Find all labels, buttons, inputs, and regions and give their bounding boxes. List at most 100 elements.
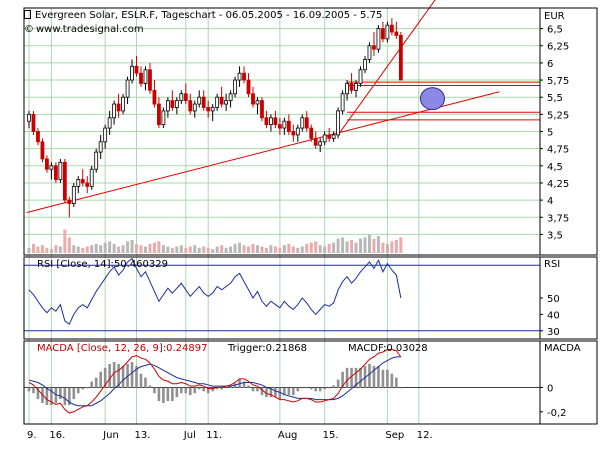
volume-bar bbox=[242, 245, 246, 253]
rsi-panel bbox=[24, 257, 540, 332]
volume-bar bbox=[238, 242, 242, 253]
macd-histogram-bar bbox=[180, 387, 183, 394]
candle-body bbox=[354, 83, 358, 91]
rsi-tick-label: 40 bbox=[547, 310, 560, 321]
rsi-label: RSI [Close, 14]:50.460329 bbox=[37, 259, 168, 270]
volume-bar bbox=[94, 243, 98, 253]
macd-histogram-bar bbox=[68, 387, 71, 405]
volume-bar bbox=[161, 245, 165, 253]
volume-bar bbox=[206, 247, 210, 253]
macd-histogram-bar bbox=[202, 387, 206, 392]
volume-bar bbox=[390, 241, 394, 253]
candle-body bbox=[103, 127, 108, 143]
macd-histogram-bar bbox=[215, 387, 219, 390]
volume-bar bbox=[314, 241, 318, 253]
macd-histogram-bar bbox=[45, 387, 49, 405]
macd-histogram-bar bbox=[193, 387, 197, 394]
candle-body bbox=[94, 151, 99, 170]
volume-bar bbox=[394, 240, 398, 253]
macd-histogram-bar bbox=[175, 387, 179, 398]
volume-bar bbox=[108, 241, 112, 253]
candle-body bbox=[376, 28, 381, 50]
macd-histogram-bar bbox=[381, 369, 385, 388]
macd-histogram-bar bbox=[117, 363, 120, 388]
volume-bar bbox=[103, 242, 107, 253]
volume-bar bbox=[345, 241, 349, 253]
candle-body bbox=[27, 113, 31, 122]
macd-histogram-bar bbox=[327, 387, 331, 389]
volume-bar bbox=[354, 242, 358, 253]
candle-body bbox=[219, 96, 224, 105]
candle-body bbox=[228, 93, 233, 102]
volume-bar bbox=[85, 246, 89, 253]
candle-body bbox=[174, 100, 179, 108]
chart-source-text: www.tradesignal.com bbox=[36, 24, 144, 35]
rsi-panel-label: RSI bbox=[544, 259, 560, 270]
volume-bar bbox=[327, 243, 331, 253]
candle-body bbox=[363, 59, 367, 71]
rsi-tick-label: 30 bbox=[547, 327, 560, 338]
price-tick-label: 3,5 bbox=[547, 230, 563, 241]
candle-body bbox=[237, 72, 242, 81]
candle-body bbox=[80, 179, 85, 184]
candle-body bbox=[170, 100, 175, 108]
volume-bar bbox=[54, 245, 58, 253]
macd-histogram-bar bbox=[265, 387, 268, 398]
volume-bar bbox=[27, 247, 31, 253]
macd-histogram-bar bbox=[399, 387, 403, 389]
candle-body bbox=[372, 45, 376, 50]
candle-body bbox=[394, 31, 399, 36]
volume-bar bbox=[399, 237, 403, 253]
candle-body bbox=[76, 179, 81, 187]
candle-body bbox=[62, 161, 67, 201]
macd-histogram-bar bbox=[359, 367, 362, 388]
candle-body bbox=[318, 141, 323, 146]
macd-panel-label: MACDA bbox=[544, 343, 581, 354]
candle-body bbox=[242, 72, 246, 81]
candle-body bbox=[107, 117, 112, 129]
candle-body bbox=[273, 117, 278, 126]
macdf-label: MACDF:0.03028 bbox=[348, 343, 428, 354]
volume-bar bbox=[300, 246, 304, 253]
volume-bar bbox=[184, 247, 188, 253]
macd-histogram-bar bbox=[157, 387, 161, 402]
macd-histogram-bar bbox=[395, 377, 398, 388]
macd-histogram-bar bbox=[108, 363, 111, 388]
volume-bar bbox=[247, 246, 251, 253]
volume-bar bbox=[126, 241, 130, 253]
candle-body bbox=[183, 93, 188, 102]
candle-body bbox=[165, 100, 170, 112]
chart-title: Evergreen Solar, ESLR.F, Tageschart - 06… bbox=[24, 9, 382, 21]
volume-bar bbox=[318, 245, 322, 253]
volume-bar bbox=[157, 241, 161, 253]
macd-histogram-bar bbox=[377, 365, 380, 388]
macd-histogram-bar bbox=[72, 387, 76, 400]
candle-body bbox=[152, 89, 157, 105]
candle-body bbox=[367, 45, 372, 60]
x-tick-label: 13. bbox=[135, 430, 151, 441]
candle-body bbox=[201, 96, 206, 108]
macd-histogram-bar bbox=[314, 387, 318, 392]
macd-histogram-bar bbox=[242, 381, 246, 388]
x-tick-label: Jul bbox=[183, 430, 196, 441]
candle-body bbox=[291, 131, 296, 136]
volume-bar bbox=[341, 237, 345, 253]
candle-body bbox=[260, 100, 264, 119]
macd-histogram-bar bbox=[63, 387, 67, 405]
volume-bar bbox=[45, 247, 49, 253]
macd-histogram-bar bbox=[278, 387, 282, 400]
candle-body bbox=[398, 35, 403, 81]
candle-body bbox=[233, 79, 237, 95]
volume-bar bbox=[211, 249, 215, 253]
macd-histogram-bar bbox=[99, 371, 102, 388]
candle-body bbox=[295, 127, 300, 136]
macd-histogram-bar bbox=[318, 387, 322, 392]
volume-bar bbox=[63, 229, 67, 253]
volume-bar bbox=[309, 242, 313, 253]
circle-marker bbox=[419, 87, 445, 111]
candle-body bbox=[304, 117, 309, 129]
candle-body bbox=[49, 165, 54, 170]
macd-histogram-bar bbox=[197, 387, 201, 390]
volume-bar bbox=[269, 245, 273, 253]
